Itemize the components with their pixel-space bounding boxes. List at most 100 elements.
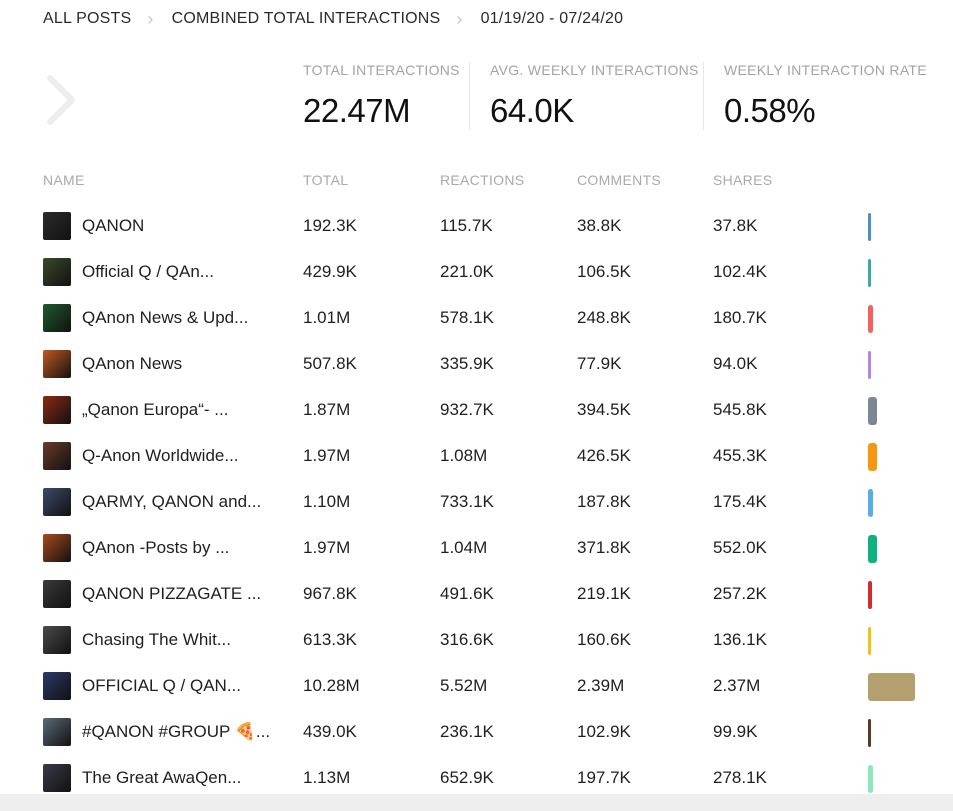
page-avatar xyxy=(43,534,71,562)
comments-value: 106.5K xyxy=(577,262,631,281)
table-row[interactable]: Chasing The Whit... 613.3K 316.6K 160.6K 136… xyxy=(0,617,953,663)
page-avatar xyxy=(43,672,71,700)
chevron-right-icon: › xyxy=(456,8,463,29)
comments-value: 371.8K xyxy=(577,538,631,557)
page-avatar xyxy=(43,488,71,516)
stat-total-interactions: TOTAL INTERACTIONS 22.47M xyxy=(303,62,469,130)
page-name[interactable]: QAnon -Posts by ... xyxy=(82,538,230,557)
breadcrumb: ALL POSTS › COMBINED TOTAL INTERACTIONS … xyxy=(43,8,623,30)
reactions-value: 733.1K xyxy=(440,492,494,511)
interaction-share-bar xyxy=(868,673,915,701)
reactions-value: 932.7K xyxy=(440,400,494,419)
table-row[interactable]: QAnon -Posts by ... 1.97M 1.04M 371.8K 552.0… xyxy=(0,525,953,571)
page-name[interactable]: Chasing The Whit... xyxy=(82,630,231,649)
column-header-name[interactable]: NAME xyxy=(43,172,85,188)
column-header-reactions[interactable]: REACTIONS xyxy=(440,172,525,188)
table-row[interactable]: „Qanon Europa“- ... 1.87M 932.7K 394.5K 545.… xyxy=(0,387,953,433)
total-value: 613.3K xyxy=(303,630,357,649)
page-avatar xyxy=(43,396,71,424)
stat-label: TOTAL INTERACTIONS xyxy=(303,62,460,78)
table-row[interactable]: QAnon News & Upd... 1.01M 578.1K 248.8K 180.… xyxy=(0,295,953,341)
chevron-left-icon[interactable] xyxy=(44,72,80,128)
reactions-value: 316.6K xyxy=(440,630,494,649)
comments-value: 248.8K xyxy=(577,308,631,327)
horizontal-scrollbar[interactable] xyxy=(0,794,953,811)
comments-value: 102.9K xyxy=(577,722,631,741)
stat-avg-weekly-interactions: AVG. WEEKLY INTERACTIONS 64.0K xyxy=(469,62,703,130)
table-row[interactable]: Official Q / QAn... 429.9K 221.0K 106.5K 102… xyxy=(0,249,953,295)
shares-value: 136.1K xyxy=(713,630,767,649)
comments-value: 394.5K xyxy=(577,400,631,419)
column-header-total[interactable]: TOTAL xyxy=(303,172,349,188)
total-value: 1.97M xyxy=(303,446,351,465)
shares-value: 94.0K xyxy=(713,354,758,373)
total-value: 429.9K xyxy=(303,262,357,281)
page-avatar xyxy=(43,764,71,792)
total-value: 1.01M xyxy=(303,308,351,327)
stat-label: AVG. WEEKLY INTERACTIONS xyxy=(490,62,699,78)
table-row[interactable]: Q-Anon Worldwide... 1.97M 1.08M 426.5K 455.3… xyxy=(0,433,953,479)
table-row[interactable]: QANON 192.3K 115.7K 38.8K 37.8K xyxy=(0,203,953,249)
breadcrumb-section[interactable]: COMBINED TOTAL INTERACTIONS xyxy=(171,10,441,27)
table-row[interactable]: The Great AwaQen... 1.13M 652.9K 197.7K 278.… xyxy=(0,755,953,801)
comments-value: 77.9K xyxy=(577,354,622,373)
table-row[interactable]: QARMY, QANON and... 1.10M 733.1K 187.8K 175.… xyxy=(0,479,953,525)
interaction-share-bar xyxy=(868,489,873,517)
page-name[interactable]: OFFICIAL Q / QAN... xyxy=(82,676,242,695)
reactions-value: 578.1K xyxy=(440,308,494,327)
table-row[interactable]: QANON PIZZAGATE ... 967.8K 491.6K 219.1K 257… xyxy=(0,571,953,617)
interaction-share-bar xyxy=(868,397,877,425)
page-name[interactable]: Official Q / QAn... xyxy=(82,262,214,281)
table-row[interactable]: #QANON #GROUP 🍕... 439.0K 236.1K 102.9K 99.9… xyxy=(0,709,953,755)
shares-value: 257.2K xyxy=(713,584,767,603)
total-value: 507.8K xyxy=(303,354,357,373)
table-row[interactable]: QAnon News 507.8K 335.9K 77.9K 94.0K xyxy=(0,341,953,387)
interaction-share-bar xyxy=(868,765,873,793)
reactions-value: 5.52M xyxy=(440,676,488,695)
page-name[interactable]: QANON xyxy=(82,216,145,235)
page-name[interactable]: Q-Anon Worldwide... xyxy=(82,446,239,465)
stat-weekly-interaction-rate: WEEKLY INTERACTION RATE 0.58% xyxy=(703,62,947,130)
total-value: 192.3K xyxy=(303,216,357,235)
total-value: 1.87M xyxy=(303,400,351,419)
reactions-value: 221.0K xyxy=(440,262,494,281)
interaction-share-bar xyxy=(868,351,871,379)
interaction-share-bar xyxy=(868,719,871,747)
page-avatar xyxy=(43,580,71,608)
interaction-share-bar xyxy=(868,627,871,655)
page-name[interactable]: QAnon News & Upd... xyxy=(82,308,249,327)
page-name[interactable]: #QANON #GROUP 🍕... xyxy=(82,722,271,741)
shares-value: 175.4K xyxy=(713,492,767,511)
comments-value: 219.1K xyxy=(577,584,631,603)
breadcrumb-all-posts[interactable]: ALL POSTS xyxy=(43,10,132,27)
total-value: 1.97M xyxy=(303,538,351,557)
chevron-right-icon: › xyxy=(147,8,154,29)
comments-value: 426.5K xyxy=(577,446,631,465)
page-name[interactable]: QAnon News xyxy=(82,354,183,373)
shares-value: 278.1K xyxy=(713,768,767,787)
shares-value: 99.9K xyxy=(713,722,758,741)
page-avatar xyxy=(43,442,71,470)
page-avatar xyxy=(43,304,71,332)
page-name[interactable]: „Qanon Europa“- ... xyxy=(82,400,229,419)
reactions-value: 491.6K xyxy=(440,584,494,603)
page-name[interactable]: The Great AwaQen... xyxy=(82,768,242,787)
column-header-shares[interactable]: SHARES xyxy=(713,172,773,188)
page-avatar xyxy=(43,258,71,286)
interaction-share-bar xyxy=(868,259,871,287)
stat-value: 64.0K xyxy=(490,92,574,129)
total-value: 1.13M xyxy=(303,768,351,787)
shares-value: 545.8K xyxy=(713,400,767,419)
table-row[interactable]: OFFICIAL Q / QAN... 10.28M 5.52M 2.39M 2.37M xyxy=(0,663,953,709)
shares-value: 180.7K xyxy=(713,308,767,327)
interaction-share-bar xyxy=(868,443,877,471)
stat-value: 22.47M xyxy=(303,92,411,129)
summary-stats: TOTAL INTERACTIONS 22.47M AVG. WEEKLY IN… xyxy=(303,62,947,130)
comments-value: 197.7K xyxy=(577,768,631,787)
column-header-comments[interactable]: COMMENTS xyxy=(577,172,662,188)
reactions-value: 335.9K xyxy=(440,354,494,373)
table-header: NAME TOTAL REACTIONS COMMENTS SHARES xyxy=(0,172,953,190)
page-name[interactable]: QARMY, QANON and... xyxy=(82,492,262,511)
page-name[interactable]: QANON PIZZAGATE ... xyxy=(82,584,262,603)
interaction-share-bar xyxy=(868,535,877,563)
